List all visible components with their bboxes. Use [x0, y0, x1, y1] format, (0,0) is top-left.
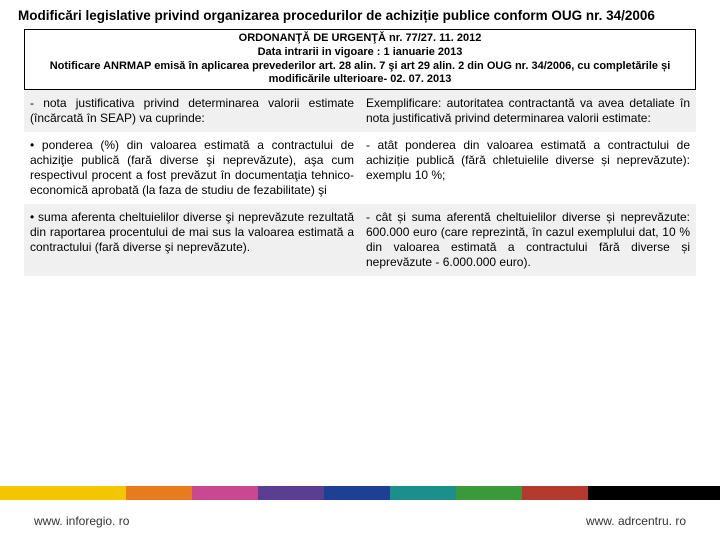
cell-left: • suma aferenta cheltuielilor diverse şi…: [24, 204, 360, 276]
color-strip: [0, 486, 720, 500]
strip-segment: [588, 486, 654, 500]
cell-left: • ponderea (%) din valoarea estimată a c…: [24, 132, 360, 204]
strip-segment: [456, 486, 522, 500]
strip-segment: [654, 486, 720, 500]
strip-segment: [192, 486, 258, 500]
footer-right-link: www. adrcentru. ro: [586, 514, 686, 528]
strip-segment: [324, 486, 390, 500]
strip-segment: [522, 486, 588, 500]
cell-right: - atât ponderea din valoarea estimată a …: [360, 132, 696, 204]
strip-segment: [258, 486, 324, 500]
page-title: Modificări legislative privind organizar…: [0, 0, 720, 27]
ordonanta-line2: Data intrarii in vigoare : 1 ianuarie 20…: [33, 46, 687, 60]
footer: www. inforegio. ro www. adrcentru. ro: [0, 514, 720, 528]
table-row: • suma aferenta cheltuielilor diverse şi…: [24, 204, 696, 276]
ordonanta-box: ORDONANŢĂ DE URGENŢĂ nr. 77/27. 11. 2012…: [24, 29, 696, 90]
table-row: - nota justificativa privind determinare…: [24, 90, 696, 132]
cell-left: - nota justificativa privind determinare…: [24, 90, 360, 132]
table-row: • ponderea (%) din valoarea estimată a c…: [24, 132, 696, 204]
footer-left-link: www. inforegio. ro: [34, 514, 129, 528]
strip-segment: [126, 486, 192, 500]
cell-right: Exemplificare: autoritatea contractantă …: [360, 90, 696, 132]
ordonanta-line1: ORDONANŢĂ DE URGENŢĂ nr. 77/27. 11. 2012: [33, 32, 687, 46]
ordonanta-line3: Notificare ANRMAP emisă în aplicarea pre…: [33, 60, 687, 88]
cell-right: - cât și suma aferentă cheltuielilor div…: [360, 204, 696, 276]
strip-segment: [0, 486, 126, 500]
content-table: - nota justificativa privind determinare…: [24, 90, 696, 276]
strip-segment: [390, 486, 456, 500]
